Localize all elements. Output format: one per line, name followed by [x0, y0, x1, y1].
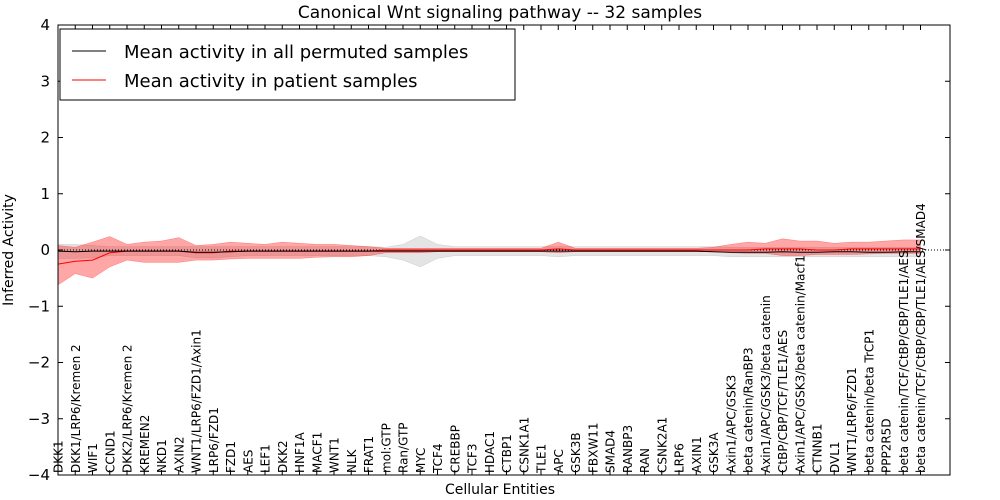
- legend: Mean activity in all permuted samples Me…: [59, 28, 516, 101]
- x-axis-ticks: DKK1 DKK1/LRP6/Kremen 2 WIF1 CCND1 DKK2/LRP6…: [52, 25, 928, 475]
- x-tick-label: MYC: [414, 448, 428, 473]
- x-tick-label: CSNK2A1: [655, 417, 669, 473]
- x-tick-label: RANBP3: [621, 425, 635, 473]
- y-tick-label: 1: [40, 185, 50, 203]
- x-tick-label: DKK1/LRP6/Kremen 2: [69, 344, 83, 473]
- x-axis-label: Cellular Entities: [445, 482, 555, 498]
- x-tick-label: DKK2/LRP6/Kremen 2: [121, 344, 135, 473]
- series-lines: [57, 248, 921, 265]
- x-tick-label: AXIN2: [172, 436, 186, 473]
- x-tick-label: RAN: [638, 448, 652, 473]
- y-tick-label: 3: [40, 72, 50, 90]
- x-tick-label: TCF3: [466, 443, 480, 474]
- x-tick-label: LRP6/FZD1: [207, 407, 221, 473]
- x-tick-label: NKD1: [155, 439, 169, 473]
- x-tick-label: CSNK1A1: [517, 417, 531, 473]
- y-axis-label: Inferred Activity: [1, 194, 17, 306]
- y-axis-ticks: −4 −3 −2 −1 0 1 2 3 4: [28, 16, 950, 484]
- x-tick-label: beta catenin/TCF/CtBP/CBP/TLE1/AES/SMAD4: [914, 203, 928, 473]
- x-tick-label: AES: [241, 450, 255, 473]
- x-tick-label: Axin1/APC/GSK3: [724, 375, 738, 473]
- x-tick-label: HDAC1: [483, 431, 497, 473]
- y-tick-label: 0: [40, 241, 50, 259]
- x-tick-label: PPP2R5D: [880, 418, 894, 473]
- x-tick-label: DKK1: [52, 440, 66, 473]
- x-tick-label: beta catenin/TCF/CtBP/CBP/TLE1/AES: [897, 250, 911, 473]
- x-tick-label: FZD1: [224, 441, 238, 473]
- chart-title: Canonical Wnt signaling pathway -- 32 sa…: [298, 3, 702, 23]
- x-tick-label: WIF1: [86, 443, 100, 473]
- x-tick-label: CTNNB1: [811, 423, 825, 473]
- x-tick-label: FRAT1: [362, 436, 376, 473]
- y-tick-label: 4: [40, 16, 50, 34]
- x-tick-label: beta catenin/RanBP3: [742, 347, 756, 473]
- x-tick-label: NLK: [345, 448, 359, 473]
- x-tick-label: mol:GTP: [379, 423, 393, 473]
- x-tick-label: TLE1: [535, 444, 549, 474]
- x-tick-label: Ran/GTP: [397, 422, 411, 473]
- x-tick-label: WNT1: [328, 437, 342, 473]
- x-tick-label: WNT1/LRP6/FZD1/Axin1: [190, 329, 204, 473]
- x-tick-label: GSK3A: [707, 432, 721, 473]
- x-tick-label: SMAD4: [604, 430, 618, 473]
- x-tick-label: CtBP/CBP/TCF/TLE1/AES: [776, 330, 790, 473]
- x-tick-label: CTBP1: [500, 434, 514, 473]
- x-tick-label: KREMEN2: [138, 415, 152, 473]
- series-line-permuted: [57, 250, 921, 253]
- x-tick-label: WNT1/LRP6/FZD1: [845, 367, 859, 473]
- y-tick-label: −1: [28, 297, 50, 315]
- y-tick-label: −3: [28, 410, 50, 428]
- x-tick-label: LEF1: [259, 444, 273, 473]
- x-tick-label: GSK3B: [569, 432, 583, 473]
- x-tick-label: Axin1/APC/GSK3/beta catenin/Macf1: [793, 255, 807, 473]
- y-tick-label: 2: [40, 129, 50, 147]
- x-tick-label: DKK2: [276, 440, 290, 473]
- x-tick-label: Axin1/APC/GSK3/beta catenin: [759, 295, 773, 473]
- x-tick-label: AXIN1: [690, 436, 704, 473]
- x-tick-label: LRP6: [673, 443, 687, 473]
- x-tick-label: DVL1: [828, 441, 842, 473]
- legend-label-permuted: Mean activity in all permuted samples: [124, 42, 468, 63]
- x-tick-label: FBXW11: [586, 423, 600, 474]
- legend-frame: [59, 28, 516, 101]
- y-tick-label: −2: [28, 354, 50, 372]
- x-tick-label: beta catenin/beta TrCP1: [862, 329, 876, 473]
- x-tick-label: TCF4: [431, 443, 445, 474]
- x-tick-label: CREBBP: [448, 425, 462, 473]
- x-tick-label: MACF1: [310, 432, 324, 473]
- x-tick-label: CCND1: [103, 430, 117, 473]
- y-tick-label: −4: [28, 466, 50, 484]
- band-patient: [57, 236, 921, 286]
- legend-label-patient: Mean activity in patient samples: [124, 71, 418, 92]
- x-tick-label: HNF1A: [293, 431, 307, 473]
- x-tick-label: APC: [552, 449, 566, 473]
